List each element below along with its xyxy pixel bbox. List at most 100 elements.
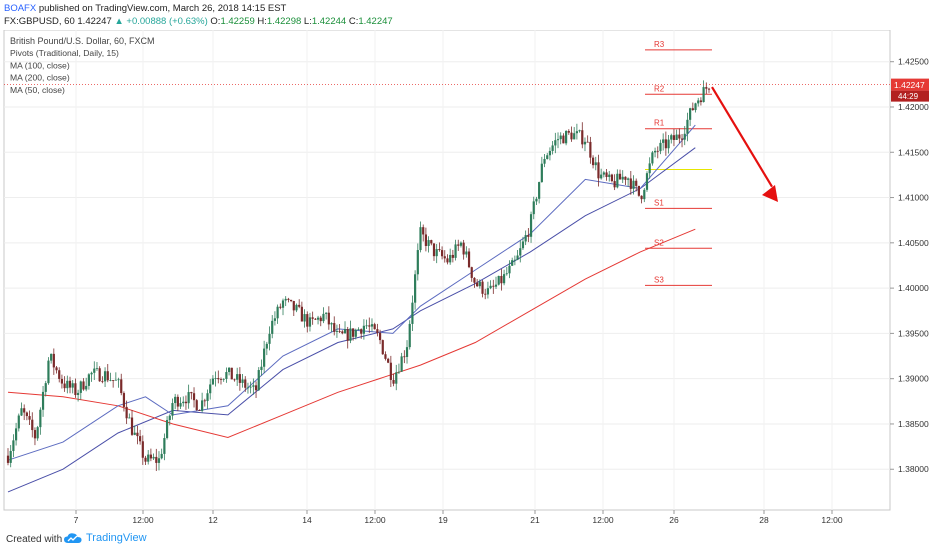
candles (6, 80, 711, 472)
candle-body (505, 273, 508, 275)
candle-body (273, 318, 277, 321)
candle-body (519, 248, 522, 256)
candle-body (335, 331, 339, 332)
candle-body (254, 385, 258, 391)
tradingview-logo[interactable]: TradingView (64, 532, 147, 544)
candle-body (174, 396, 177, 404)
candle-body (699, 100, 703, 103)
candle-body (440, 250, 444, 257)
candle-body (298, 304, 301, 307)
candle-body (581, 130, 584, 145)
candle-body (403, 356, 406, 358)
publish-text: published on TradingView.com, March 26, … (38, 3, 287, 14)
candle-body (629, 178, 632, 189)
candle-body (276, 306, 279, 319)
candle-body (610, 174, 614, 182)
candle-body (565, 131, 568, 144)
candle-body (384, 354, 387, 359)
candle-body (284, 298, 287, 301)
pivot-levels: R3 R2 R1 S1 S2 S3 (645, 40, 712, 286)
candle-body (476, 282, 479, 287)
candle-body (605, 172, 608, 177)
candle-body (66, 380, 69, 389)
candle-body (368, 325, 371, 327)
candle-body (538, 182, 541, 199)
candle-body (71, 383, 74, 388)
countdown-label: 44:29 (898, 92, 919, 101)
candle-body (648, 163, 651, 174)
x-tick-label: 26 (669, 515, 679, 525)
candle-body (41, 391, 45, 410)
candle-body (600, 174, 603, 179)
candle-body (349, 328, 352, 341)
candle-body (670, 135, 673, 140)
pivot-label-s1: S1 (654, 198, 664, 207)
candle-body (435, 249, 438, 257)
candle-body (31, 419, 34, 431)
candle-body (613, 181, 616, 188)
candle-body (405, 347, 409, 357)
candle-body (90, 372, 93, 375)
candle-body (182, 401, 185, 404)
legend-item-0: British Pound/U.S. Dollar, 60, FXCM (10, 36, 155, 46)
candle-body (206, 393, 209, 402)
candle-body (144, 457, 147, 462)
candle-body (465, 251, 468, 255)
low-label: L: (303, 16, 312, 27)
candle-body (508, 265, 511, 274)
candle-body (263, 348, 266, 367)
candle-body (513, 259, 516, 261)
y-tick-label: 1.38000 (898, 464, 929, 474)
author-link[interactable]: BOAFX (4, 3, 37, 14)
candle-body (147, 454, 150, 462)
candle-body (306, 314, 309, 327)
candle-body (252, 385, 255, 387)
candle-body (25, 412, 28, 417)
candle-body (128, 417, 131, 419)
candle-body (79, 381, 82, 393)
candle-body (114, 379, 117, 381)
candle-body (322, 313, 325, 322)
candle-body (516, 255, 519, 260)
chart-frame[interactable]: 1.42500 1.42000 1.41500 1.41000 1.40500 1.400… (0, 29, 932, 530)
candle-body (562, 135, 565, 144)
candle-body (68, 380, 72, 388)
candle-body (303, 314, 306, 322)
candle-body (217, 378, 220, 380)
candle-body (594, 162, 597, 166)
candle-body (454, 244, 457, 258)
x-tick-label: 12 (208, 515, 218, 525)
candle-body (497, 275, 500, 285)
pivot-label-r3: R3 (654, 40, 665, 49)
open-value: 1.42259 (220, 16, 255, 27)
candle-body (376, 329, 379, 333)
price-chart[interactable]: 1.42500 1.42000 1.41500 1.41000 1.40500 1.400… (0, 29, 932, 530)
chart-legend: British Pound/U.S. Dollar, 60, FXCM Pivot… (10, 36, 155, 95)
high-value: 1.42298 (266, 16, 302, 27)
candle-body (586, 141, 589, 143)
candle-body (467, 251, 471, 268)
candle-body (201, 400, 204, 411)
legend-item-1: Pivots (Traditional, Daily, 15) (10, 48, 119, 58)
candle-body (314, 318, 317, 320)
candle-body (492, 285, 495, 287)
candle-body (589, 141, 592, 158)
candle-body (74, 383, 77, 395)
candle-body (85, 385, 88, 390)
pivot-label-s2: S2 (654, 238, 664, 247)
candle-body (39, 409, 42, 428)
candle-body (427, 240, 430, 246)
y-tick-label: 1.40500 (898, 238, 929, 248)
candle-body (287, 298, 290, 300)
candle-body (130, 417, 134, 435)
candle-body (535, 198, 538, 202)
candle-body (494, 284, 498, 287)
candle-body (219, 379, 223, 380)
candle-body (289, 299, 293, 301)
candle-body (697, 100, 700, 104)
candle-body (63, 383, 66, 389)
candle-body (300, 306, 303, 322)
candle-body (637, 185, 640, 196)
current-price-tag (891, 78, 929, 91)
x-tick-label: 12:00 (821, 515, 843, 525)
